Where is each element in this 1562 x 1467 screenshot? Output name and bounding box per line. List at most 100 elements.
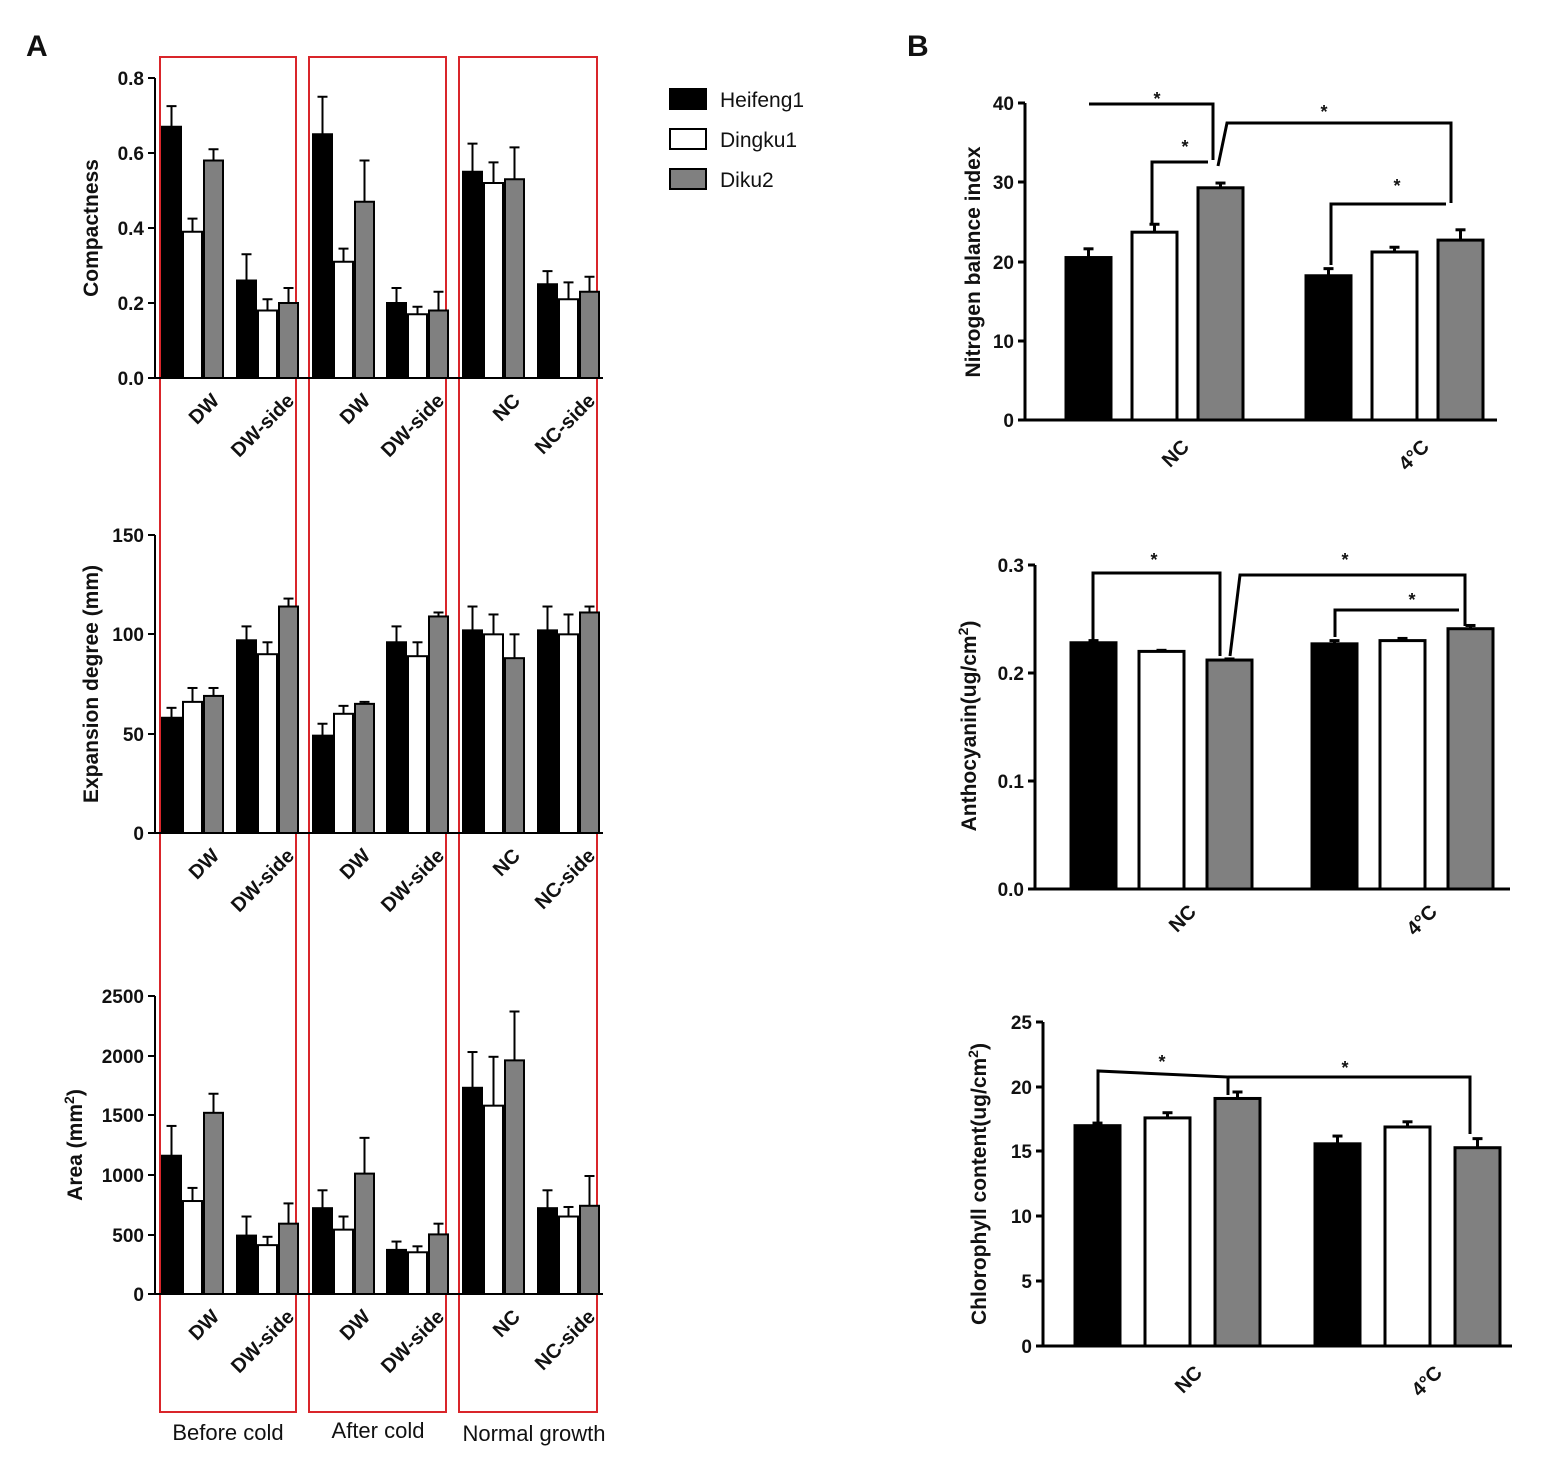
x-category-label: DW-side	[377, 845, 449, 917]
y-tick-label: 10	[1011, 1207, 1032, 1228]
bar-heifeng1	[312, 1207, 333, 1296]
y-tick-label: 100	[112, 625, 144, 646]
bar-heifeng1	[537, 283, 558, 379]
significance-star: *	[1341, 550, 1348, 570]
significance-star: *	[1393, 176, 1400, 196]
bar-dingku1	[257, 1244, 278, 1296]
y-tick-label: 1000	[102, 1166, 144, 1187]
group-label-after-cold: After cold	[332, 1418, 425, 1443]
x-category-label: DW-side	[227, 845, 299, 917]
y-axis-label-close: )	[968, 1043, 991, 1050]
y-tick-label: 0	[133, 1285, 144, 1306]
panel-b-letter: B	[907, 30, 929, 63]
y-axis-label-text: Area (mm	[64, 1104, 87, 1201]
bar-diku2	[579, 290, 600, 379]
x-category-label: DW	[336, 845, 375, 884]
bar-heifeng1	[236, 639, 257, 834]
chart-nitrogen-balance-index: 0 10 20 30 40 Nitrogen balance index NC 4°C * * * *	[962, 89, 1497, 475]
y-axis-label: Expansion degree (mm)	[80, 565, 103, 803]
x-category-label: 4°C	[1395, 436, 1434, 475]
group-label-normal-growth: Normal growth	[462, 1421, 605, 1446]
y-tick-label: 50	[123, 725, 144, 746]
significance-bracket	[1228, 1075, 1472, 1134]
bar-dingku1	[483, 1104, 504, 1295]
bar-dingku1	[333, 260, 354, 379]
legend-label-diku2: Diku2	[720, 169, 774, 192]
y-tick-label: 20	[993, 253, 1014, 274]
bar-diku2	[354, 200, 375, 379]
chart-anthocyanin: 0.0 0.1 0.2 0.3 Anthocyanin(ug/cm2) NC 4°C * * *	[955, 550, 1510, 940]
bar-heifeng1	[161, 1154, 182, 1296]
x-category-label: DW	[336, 1306, 375, 1345]
x-category-label: NC	[1171, 1362, 1207, 1398]
y-axis-label-text: Nitrogen balance index	[962, 146, 985, 377]
legend-swatch-diku2	[669, 168, 707, 190]
y-tick-label: 0.2	[998, 664, 1024, 685]
bar-diku2	[354, 1172, 375, 1296]
y-tick-label: 0.2	[118, 294, 144, 315]
y-tick-label: 5	[1021, 1272, 1032, 1293]
significance-bracket	[1089, 102, 1215, 160]
bar-dingku1	[1378, 639, 1427, 891]
bar-diku2	[203, 694, 224, 834]
x-category-label: NC	[1165, 901, 1201, 937]
bar-diku2	[428, 1233, 449, 1296]
legend-label-dingku1: Dingku1	[720, 129, 797, 152]
x-category-label: NC-side	[531, 390, 600, 459]
bar-heifeng1	[312, 734, 333, 834]
bar-heifeng1	[1310, 642, 1359, 891]
significance-bracket	[1150, 160, 1208, 223]
bar-dingku1	[1137, 649, 1186, 891]
chart-chlorophyll-content: 0 5 10 15 20 25 Chlorophyll content(ug/cm2) NC 4…	[965, 1013, 1512, 1401]
group-label-before-cold: Before cold	[172, 1420, 283, 1445]
group-boxes	[159, 56, 598, 1413]
bar-heifeng1	[1064, 256, 1113, 422]
significance-bracket	[1091, 571, 1222, 656]
bar-heifeng1	[1069, 641, 1118, 891]
significance-bracket	[1216, 121, 1453, 203]
significance-star: *	[1153, 89, 1160, 109]
bar-heifeng1	[236, 1234, 257, 1296]
bar-diku2	[278, 605, 299, 835]
legend: Heifeng1 Dingku1 Diku2	[669, 88, 804, 192]
y-tick-label: 0.3	[998, 556, 1024, 577]
y-axis-label-text: Compactness	[80, 159, 103, 297]
bar-heifeng1	[1073, 1124, 1122, 1348]
bar-dingku1	[182, 1200, 203, 1296]
bar-dingku1	[558, 298, 579, 379]
bar-diku2	[1446, 627, 1495, 891]
x-category-label: NC	[489, 1306, 525, 1342]
y-tick-label: 40	[993, 94, 1014, 115]
bar-diku2	[1453, 1146, 1502, 1348]
x-category-label: NC	[489, 845, 525, 881]
significance-star: *	[1181, 137, 1188, 157]
bar-diku2	[428, 615, 449, 834]
y-tick-label: 0	[1021, 1337, 1032, 1358]
significance-star: *	[1158, 1052, 1165, 1072]
bar-dingku1	[182, 700, 203, 834]
significance-star: *	[1320, 102, 1327, 122]
y-axis-label: Anthocyanin(ug/cm2)	[955, 621, 981, 832]
bar-diku2	[579, 611, 600, 834]
bar-heifeng1	[462, 1086, 483, 1296]
x-category-label: DW-side	[227, 390, 299, 462]
bar-diku2	[354, 702, 375, 834]
y-axis-label-superscript: 2	[61, 1096, 77, 1104]
y-tick-label: 0.4	[118, 219, 145, 240]
bar-diku2	[579, 1204, 600, 1295]
y-axis-label-close: )	[64, 1089, 87, 1096]
x-category-label: 4°C	[1408, 1362, 1447, 1401]
bar-heifeng1	[537, 1207, 558, 1296]
bar-heifeng1	[312, 133, 333, 379]
y-axis-label-text: Chlorophyll content(ug/cm	[968, 1058, 991, 1325]
y-tick-label: 10	[993, 332, 1014, 353]
bar-dingku1	[558, 1215, 579, 1296]
bar-diku2	[504, 657, 525, 834]
bar-heifeng1	[236, 279, 257, 379]
y-tick-label: 0.1	[998, 772, 1025, 793]
bar-heifeng1	[1313, 1142, 1362, 1348]
bar-heifeng1	[386, 641, 407, 835]
bar-diku2	[1436, 238, 1485, 422]
bar-dingku1	[257, 309, 278, 379]
